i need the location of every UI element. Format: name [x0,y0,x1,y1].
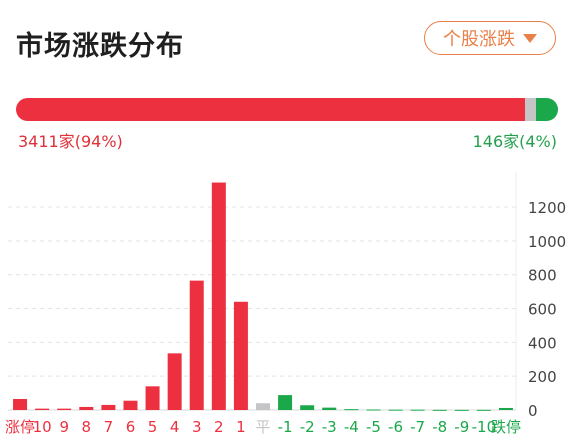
x-tick-label: 2 [214,418,224,436]
bar [233,301,248,410]
bar [476,409,491,411]
x-tick-label: 3 [192,418,202,436]
x-tick-label: -3 [322,418,337,436]
y-tick-label: 400 [528,334,557,352]
x-tick-label: -7 [410,418,425,436]
y-tick-label: 0 [528,402,538,420]
bar [366,409,381,411]
bar [388,409,403,411]
bar [145,386,160,410]
x-tick-label: 10 [33,418,52,436]
x-tick-label: -1 [278,418,293,436]
x-tick-label: 5 [148,418,158,436]
x-tick-label: 7 [104,418,114,436]
bar [79,406,94,410]
x-tick-label: -8 [432,418,447,436]
x-tick-label: 9 [59,418,69,436]
bar [454,409,469,411]
down-count-label: 146家(4%) [472,132,557,151]
bar [211,182,226,410]
ratio-down-segment [536,98,558,121]
bar [300,405,315,410]
y-tick-label: 800 [528,267,557,285]
x-tick-label: -9 [454,418,469,436]
x-tick-label: -5 [366,418,381,436]
bar [101,404,116,410]
caret-down-icon [523,33,537,43]
x-tick-label: -10 [472,418,497,436]
bar [13,399,28,410]
x-tick-label: 涨停 [5,418,35,436]
ratio-flat-segment [525,98,537,121]
x-tick-label: -2 [300,418,315,436]
x-tick-label: -6 [388,418,403,436]
y-tick-label: 600 [528,301,557,319]
bar [57,408,72,410]
page-title: 市场涨跌分布 [16,31,184,62]
bar [123,400,138,410]
x-tick-label: 平 [255,418,270,436]
stock-type-dropdown[interactable]: 个股涨跌 [424,21,556,55]
x-tick-label: 6 [126,418,136,436]
x-tick-label: 8 [82,418,92,436]
bar [189,280,204,410]
bar [256,403,270,410]
x-tick-label: 4 [170,418,180,436]
bar [410,409,425,411]
y-tick-label: 1000 [528,233,566,251]
x-tick-label: -4 [344,418,359,436]
bar [498,407,513,410]
up-count-label: 3411家(94%) [18,132,123,151]
y-tick-label: 200 [528,368,557,386]
y-tick-label: 1200 [528,199,566,217]
bar [432,409,447,411]
bar [167,353,182,410]
bar [278,395,293,410]
ratio-up-segment [16,98,526,121]
bar [35,408,50,410]
dropdown-label: 个股涨跌 [443,29,515,50]
up-down-ratio-bar [16,98,558,121]
bar [322,407,337,410]
bar [344,409,359,411]
x-tick-label: 跌停 [491,418,521,436]
x-tick-label: 1 [236,418,246,436]
